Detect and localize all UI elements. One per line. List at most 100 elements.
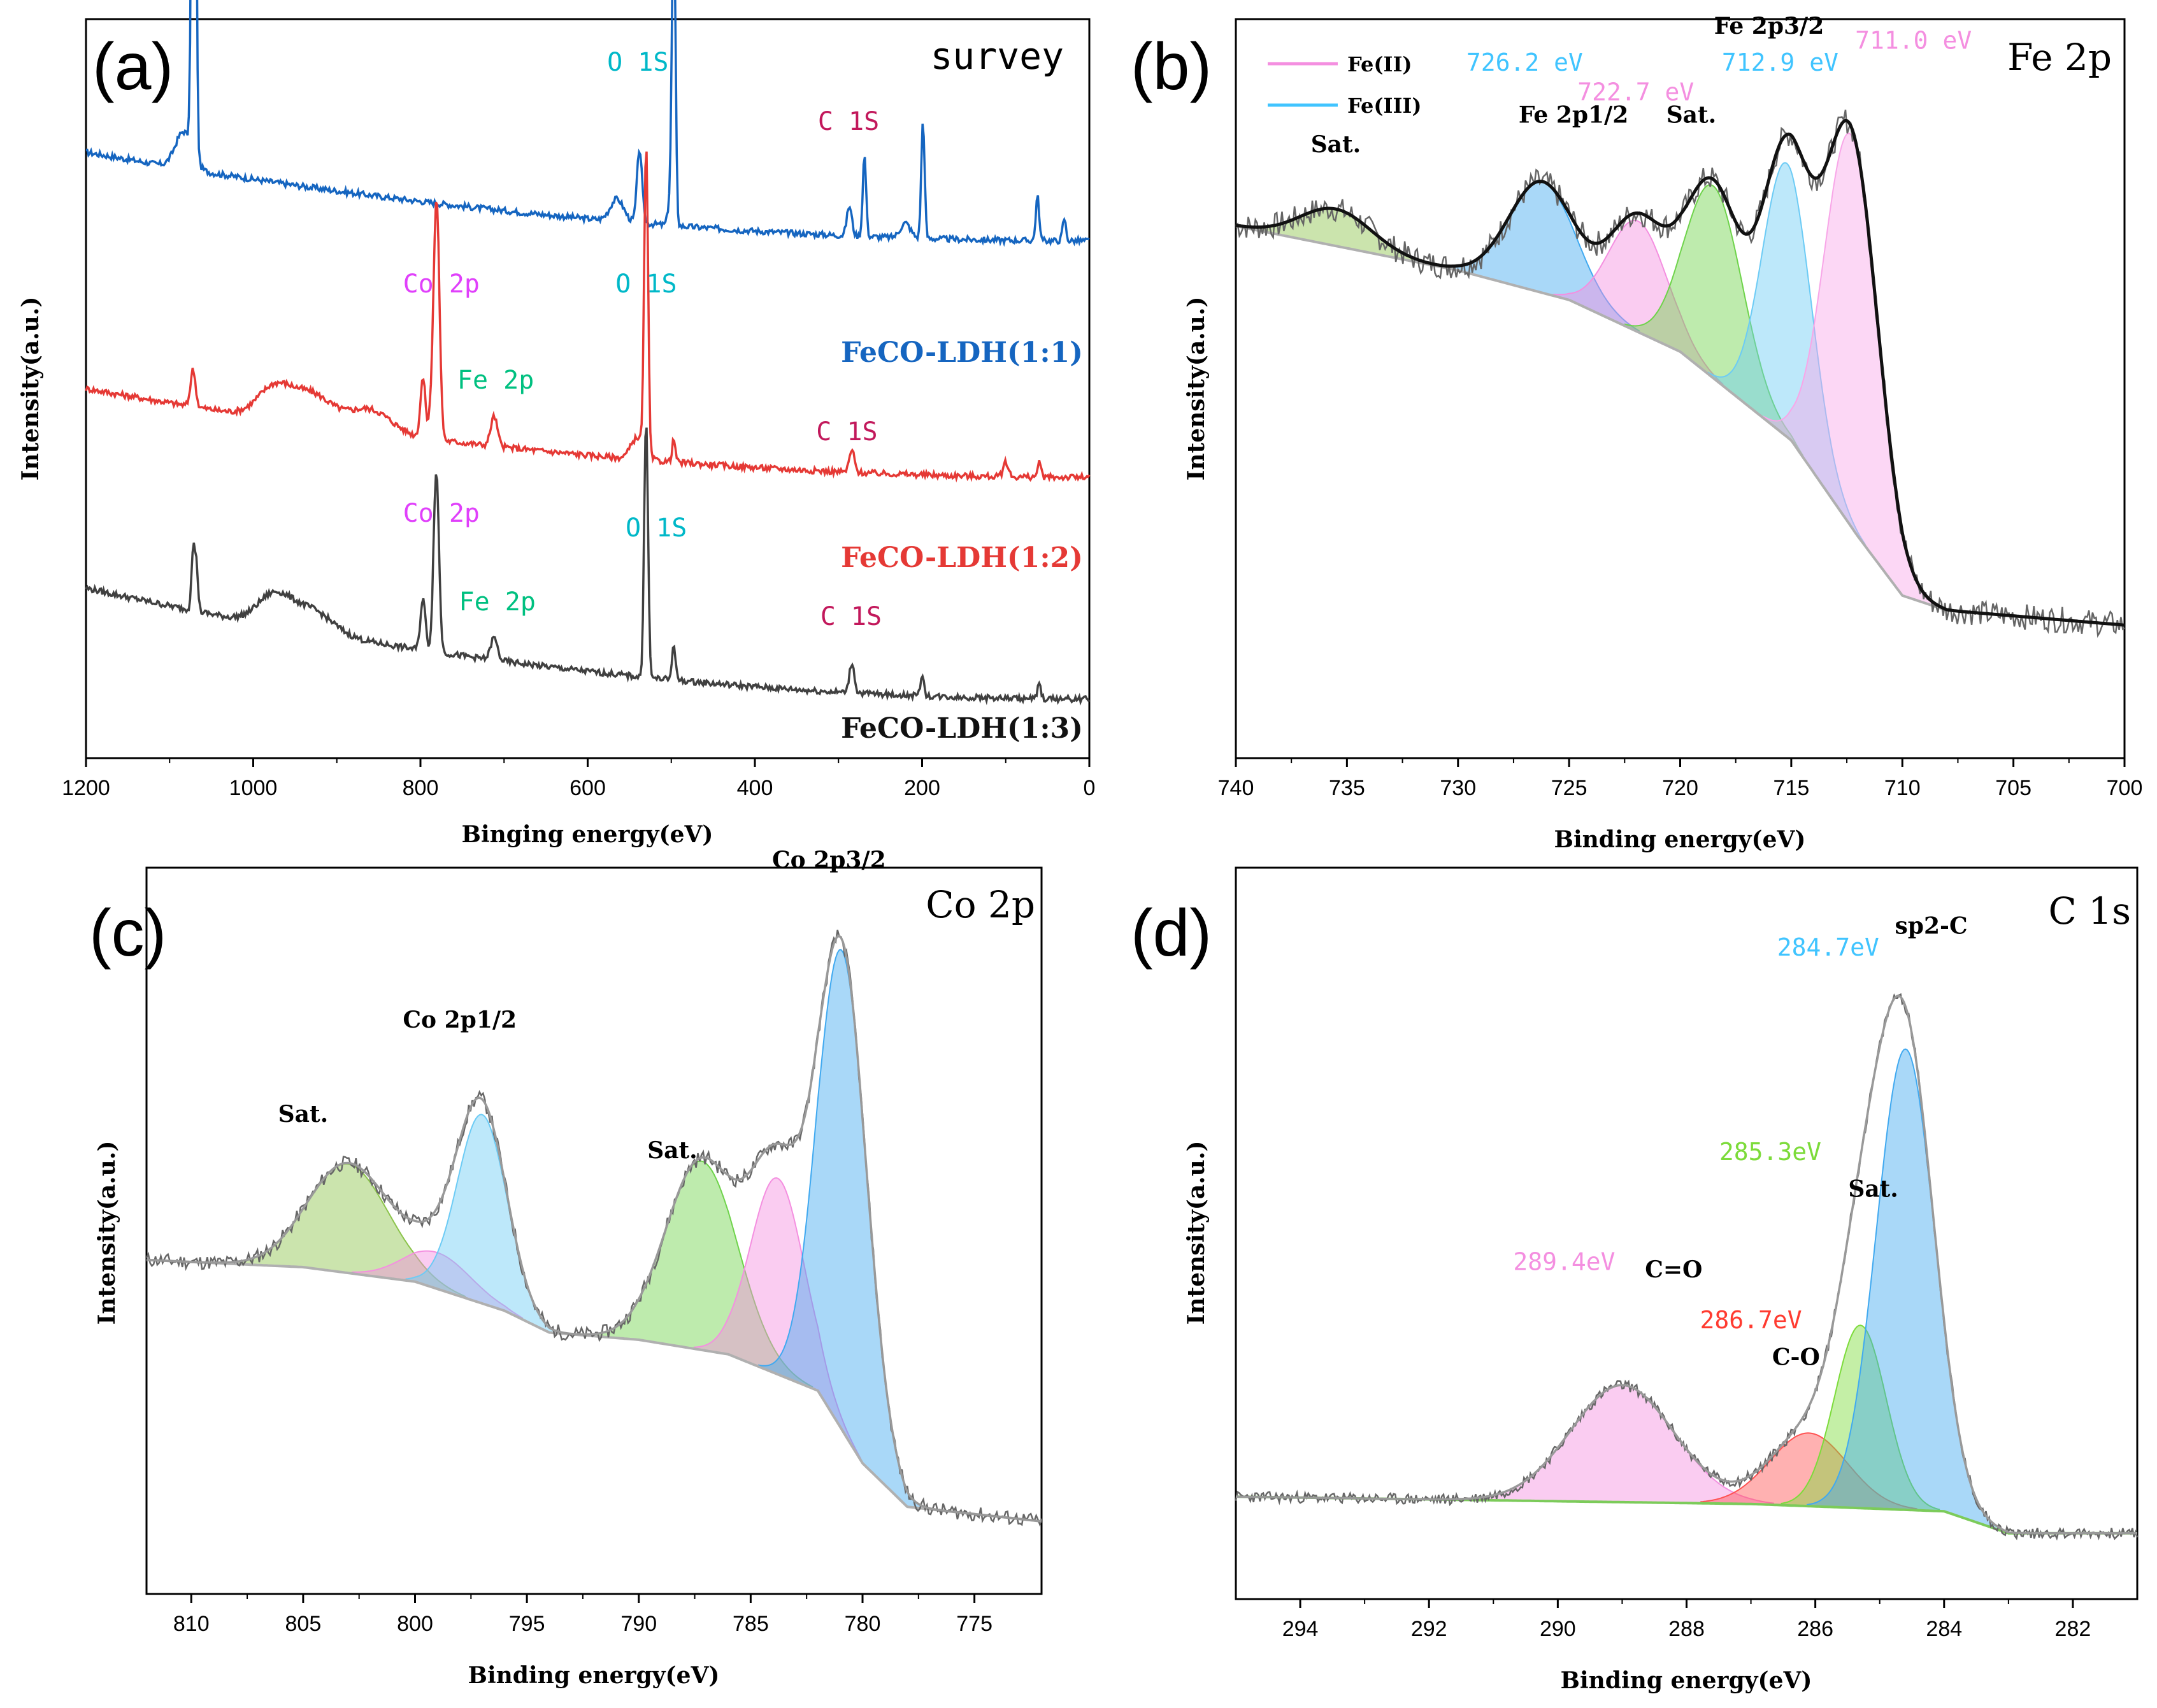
- annotation-label: Co 2p: [403, 499, 480, 528]
- annotation-label: Co 2p3/2: [772, 847, 886, 873]
- panel-a-letter: (a): [92, 30, 173, 104]
- annotation-label: 722.7 eV: [1577, 78, 1694, 106]
- panel-c-title: Co 2p: [926, 883, 1035, 926]
- panel-d-xlabel: Binding energy(eV): [1561, 1667, 1812, 1694]
- annotation-label: C 1S: [821, 602, 882, 631]
- annotation-label: Sat.: [1666, 101, 1717, 128]
- x-tick-label: 720: [1662, 776, 1698, 800]
- raw-spectrum-line: [145, 929, 1043, 1527]
- panel-c-ylabel: Intensity(a.u.): [94, 1141, 120, 1325]
- annotation-label: O 1S: [615, 269, 677, 299]
- panel-d-letter: (d): [1131, 896, 1212, 970]
- annotation-label: 285.3eV: [1719, 1138, 1821, 1166]
- survey-series-line: [85, 151, 1091, 483]
- fit-envelope-line: [1236, 994, 2137, 1535]
- annotation-label: Sat.: [647, 1137, 698, 1164]
- annotation-label: 284.7eV: [1777, 933, 1879, 961]
- panel-a-annotations: O 1S C 1S Co 2p O 1S Fe 2p C 1S Co 2p O 1S Fe 2p…: [403, 48, 882, 631]
- annotation-label: 712.9 eV: [1722, 48, 1838, 76]
- x-tick-label: 800: [403, 776, 439, 800]
- x-tick-label: 294: [1282, 1617, 1319, 1641]
- x-tick-label: 735: [1329, 776, 1365, 800]
- x-tick-label: 284: [1926, 1617, 1962, 1641]
- panel-b: 740 735 730 725 720 715 710 705 700 (b) Fe 2p Bi…: [1131, 13, 2142, 853]
- background-baseline: [1236, 1495, 2137, 1535]
- x-tick-label: 290: [1540, 1617, 1576, 1641]
- panel-d-plot: [1235, 993, 2139, 1541]
- x-tick-label: 400: [737, 776, 773, 800]
- annotation-label: C 1S: [816, 417, 877, 447]
- annotation-label: 289.4eV: [1513, 1247, 1615, 1275]
- panel-a-title: survey: [930, 34, 1064, 78]
- annotation-label: Fe 2p1/2: [1519, 101, 1629, 128]
- annotation-label: C=O: [1645, 1256, 1702, 1283]
- annotation-label: Sat.: [1311, 131, 1361, 158]
- survey-series-line: [85, 0, 1090, 247]
- panel-a-frame: [85, 18, 1091, 759]
- panel-a-ylabel: Intensity(a.u.): [17, 297, 44, 481]
- x-tick-label: 795: [509, 1612, 545, 1636]
- annotation-label: C-O: [1772, 1344, 1820, 1371]
- x-tick-label: 785: [733, 1612, 769, 1636]
- panel-d-annotations: 289.4eV C=O 286.7eV C-O 285.3eV Sat. 284.7eV sp…: [1513, 912, 1967, 1370]
- panel-c-plot: [145, 929, 1043, 1527]
- x-tick-label: 286: [1797, 1617, 1833, 1641]
- series-label-1: FeCO-LDH(1:1): [841, 336, 1083, 369]
- panel-b-letter: (b): [1131, 30, 1212, 104]
- panel-d-title: C 1s: [2049, 889, 2131, 933]
- x-tick-label: 725: [1551, 776, 1587, 800]
- x-tick-label: 715: [1774, 776, 1810, 800]
- annotation-label: Sat.: [278, 1101, 329, 1128]
- x-tick-label: 710: [1884, 776, 1921, 800]
- fit-envelope-line: [146, 935, 1042, 1523]
- panel-d-ylabel: Intensity(a.u.): [1183, 1141, 1210, 1325]
- annotation-label: Fe 2p: [457, 366, 534, 395]
- panel-b-xlabel: Binding energy(eV): [1554, 826, 1806, 853]
- legend-label-fe3: Fe(III): [1347, 94, 1422, 118]
- x-tick-label: 600: [570, 776, 606, 800]
- annotation-label: 726.2 eV: [1466, 48, 1583, 76]
- panel-a-ticks: 1200 1000 800 600 400 200 0: [62, 758, 1095, 800]
- x-tick-label: 288: [1668, 1617, 1705, 1641]
- series-label-3: FeCO-LDH(1:3): [841, 712, 1083, 745]
- annotation-label: O 1S: [607, 48, 668, 77]
- legend-label-fe2: Fe(II): [1347, 52, 1412, 76]
- panel-c-frame: [145, 866, 1043, 1595]
- annotation-label: Fe 2p: [459, 587, 536, 617]
- panel-b-plot: [1235, 110, 2125, 638]
- x-tick-label: 292: [1411, 1617, 1447, 1641]
- x-tick-label: 705: [1995, 776, 2032, 800]
- x-tick-label: 282: [2055, 1617, 2091, 1641]
- x-tick-label: 730: [1440, 776, 1476, 800]
- x-tick-label: 800: [397, 1612, 433, 1636]
- annotation-label: Co 2p: [403, 269, 480, 299]
- panel-b-legend: Fe(II) Fe(III): [1268, 52, 1422, 118]
- panel-c: 810 805 800 795 790 785 780 775 (c) Co 2p Bindi…: [89, 847, 1043, 1689]
- panel-b-ticks: 740 735 730 725 720 715 710 705 700: [1218, 758, 2143, 800]
- annotation-label: O 1S: [626, 513, 687, 543]
- panel-a-xlabel: Binging energy(eV): [462, 821, 713, 848]
- panel-b-frame: [1235, 18, 2126, 759]
- x-tick-label: 790: [620, 1612, 657, 1636]
- panel-d-ticks: 294 292 290 288 286 284 282: [1282, 1599, 2091, 1641]
- panel-c-annotations: Sat. Co 2p1/2 Sat. Co 2p3/2: [278, 847, 886, 1164]
- panel-b-title: Fe 2p: [2007, 36, 2112, 79]
- panel-c-ticks: 810 805 800 795 790 785 780 775: [173, 1594, 993, 1636]
- annotation-label: Fe 2p3/2: [1714, 13, 1824, 39]
- annotation-label: 286.7eV: [1700, 1306, 1802, 1334]
- x-tick-label: 810: [173, 1612, 210, 1636]
- annotation-label: 711.0 eV: [1855, 26, 1972, 54]
- panel-a-plot: [85, 0, 1091, 706]
- panel-d: 294 292 290 288 286 284 282 (d) C 1s Binding e…: [1131, 866, 2139, 1694]
- annotation-label: Sat.: [1848, 1176, 1898, 1203]
- series-label-2: FeCO-LDH(1:2): [841, 542, 1083, 574]
- panel-b-ylabel: Intensity(a.u.): [1183, 297, 1210, 481]
- panel-a: 1200 1000 800 600 400 200 0 (a) survey Binging…: [17, 0, 1095, 848]
- survey-series-line: [85, 427, 1091, 706]
- x-tick-label: 1000: [229, 776, 278, 800]
- x-tick-label: 700: [2107, 776, 2143, 800]
- annotation-label: sp2-C: [1895, 912, 1968, 939]
- x-tick-label: 780: [845, 1612, 881, 1636]
- x-tick-label: 805: [285, 1612, 322, 1636]
